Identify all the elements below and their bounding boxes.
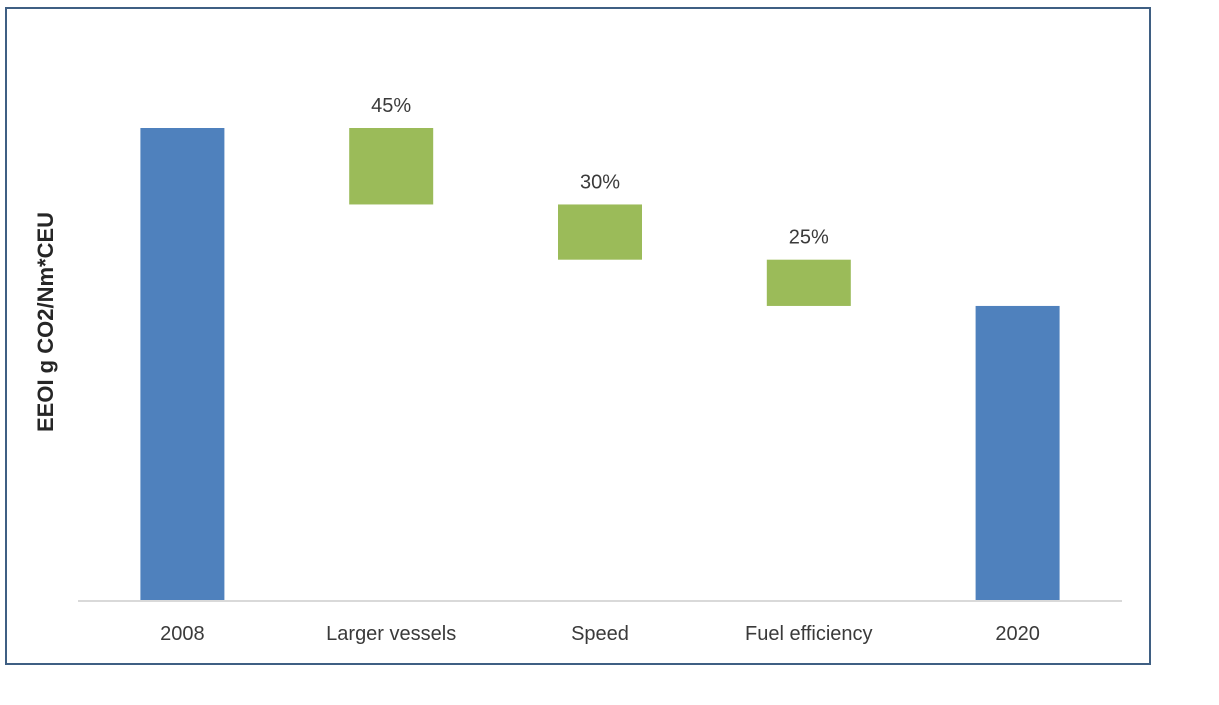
bar-2020 [975, 305, 1060, 600]
data-label-speed: 30% [580, 171, 620, 193]
bar-speed [558, 204, 642, 260]
x-tick-label: 2020 [995, 623, 1040, 645]
bar-fuel-efficiency [766, 259, 851, 306]
x-tick-label: 2008 [160, 623, 205, 645]
x-tick-label: Speed [571, 623, 629, 645]
bars-layer [140, 128, 1060, 600]
data-label-larger-vessels: 45% [371, 95, 411, 117]
x-tick-label: Larger vessels [326, 623, 456, 645]
x-tick-label: Fuel efficiency [745, 623, 872, 645]
x-tick-labels-layer: 2008 Larger vessels Speed Fuel efficiency 20… [160, 623, 1040, 645]
bar-larger-vessels [349, 128, 434, 205]
y-axis-title: EEOI g CO2/Nm*CEU [33, 212, 58, 432]
bar-2008 [140, 128, 225, 600]
data-labels-layer: 45% 30% 25% [371, 95, 829, 249]
data-label-fuel-efficiency: 25% [789, 227, 829, 249]
